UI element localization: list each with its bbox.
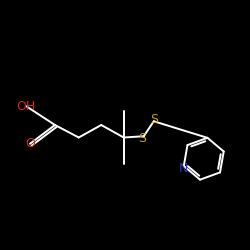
Text: N: N	[179, 162, 188, 175]
Text: S: S	[150, 113, 158, 126]
Text: O: O	[25, 137, 35, 150]
Text: S: S	[138, 132, 146, 145]
Text: OH: OH	[16, 100, 36, 113]
